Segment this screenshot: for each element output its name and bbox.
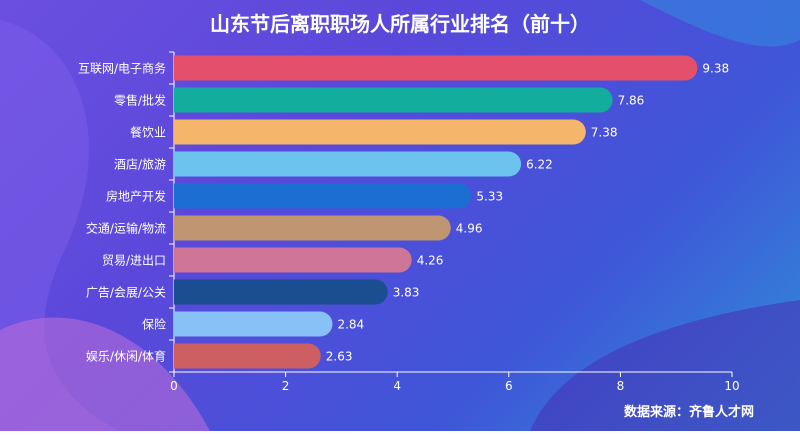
bar xyxy=(174,119,586,145)
x-tick-label: 4 xyxy=(393,379,401,393)
data-label: 9.38 xyxy=(702,62,729,76)
data-label: 4.26 xyxy=(417,254,444,268)
data-label: 3.83 xyxy=(393,286,420,300)
bar-left-cap xyxy=(174,279,187,305)
bar-left-cap xyxy=(174,119,187,145)
y-tick-label: 保险 xyxy=(142,317,166,332)
data-label: 5.33 xyxy=(476,190,503,204)
data-label: 2.63 xyxy=(326,350,353,364)
bar xyxy=(174,343,321,369)
bar-left-cap xyxy=(174,311,187,337)
data-label: 2.84 xyxy=(337,318,364,332)
data-label: 7.86 xyxy=(618,94,645,108)
bar xyxy=(174,311,333,337)
bar xyxy=(174,55,698,81)
bar-left-cap xyxy=(174,183,187,209)
decor-shape-bottom-left xyxy=(0,317,210,431)
decor-shape-top-right xyxy=(640,0,800,47)
y-tick-label: 餐饮业 xyxy=(130,125,166,140)
bar-left-cap xyxy=(174,151,187,177)
y-tick-label: 贸易/进出口 xyxy=(102,254,166,268)
bar-left-cap xyxy=(174,343,187,369)
y-tick-label: 酒店/旅游 xyxy=(114,158,166,172)
bar xyxy=(174,87,613,113)
bar-left-cap xyxy=(174,215,187,241)
x-tick-label: 0 xyxy=(170,379,178,393)
bar xyxy=(174,215,451,241)
x-tick-label: 10 xyxy=(724,379,739,393)
data-label: 4.96 xyxy=(456,222,483,236)
chart-title: 山东节后离职职场人所属行业排名（前十） xyxy=(210,12,590,36)
y-tick-label: 零售/批发 xyxy=(114,93,166,108)
x-tick-label: 2 xyxy=(282,379,290,393)
bar-left-cap xyxy=(174,55,187,81)
decor-shape-bottom-right xyxy=(530,300,800,431)
y-tick-label: 交通/运输/物流 xyxy=(86,221,166,236)
bar-left-cap xyxy=(174,87,187,113)
data-label: 7.38 xyxy=(591,126,618,140)
x-tick-label: 6 xyxy=(505,379,513,393)
x-tick-label: 8 xyxy=(617,379,625,393)
bar xyxy=(174,151,522,177)
y-tick-label: 房地产开发 xyxy=(106,189,166,204)
data-source-note: 数据来源：齐鲁人才网 xyxy=(623,405,754,420)
data-label: 6.22 xyxy=(526,158,553,172)
y-tick-label: 娱乐/休闲/体育 xyxy=(86,349,166,364)
bar xyxy=(174,247,412,273)
bar-left-cap xyxy=(174,247,187,273)
bar xyxy=(174,183,472,209)
y-tick-label: 互联网/电子商务 xyxy=(78,61,166,76)
y-tick-label: 广告/会展/公关 xyxy=(86,286,166,300)
bar xyxy=(174,279,388,305)
